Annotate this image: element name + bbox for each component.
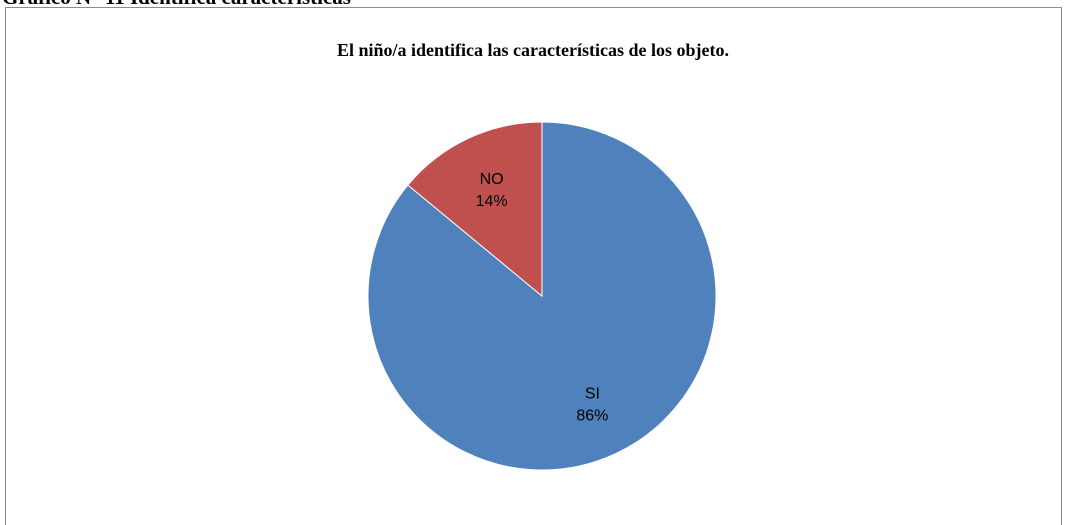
slice-label: SI — [585, 385, 600, 402]
slice-value-label: 86% — [576, 407, 608, 424]
slice-label: NO — [480, 171, 504, 188]
pie-slice — [407, 121, 543, 298]
slice-value-label: 14% — [476, 193, 508, 210]
heading: Gráfico N° 11 Identifica características — [2, 0, 351, 9]
chart-title: El niño/a identifica las características… — [337, 40, 729, 60]
